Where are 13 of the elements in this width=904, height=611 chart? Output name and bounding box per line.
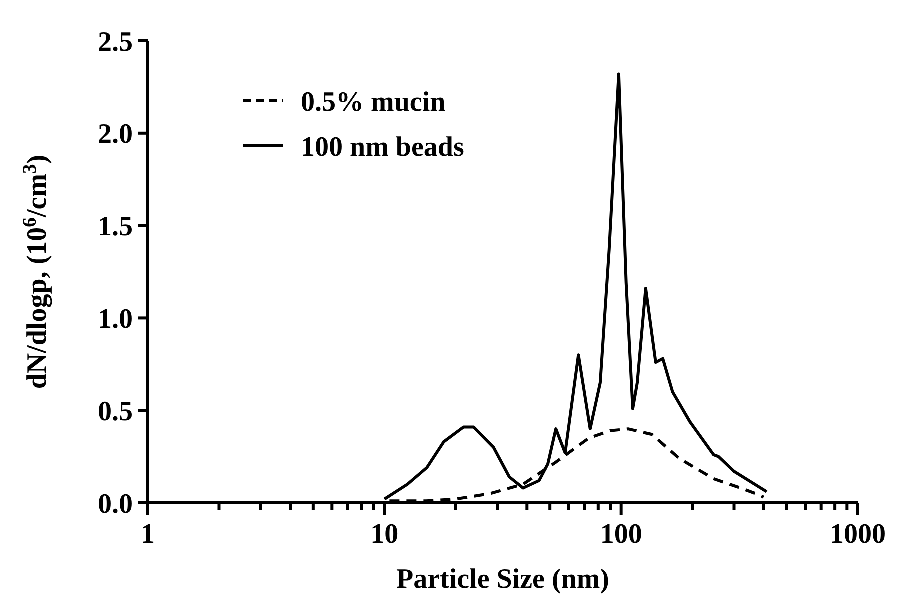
y-tick-label: 1.5 [98,212,133,243]
x-tick-label: 1000 [830,519,886,550]
legend-label: 0.5% mucin [301,86,446,118]
legend-label: 100 nm beads [301,132,464,163]
y-tick-label: 2.0 [98,119,133,150]
x-tick-label: 1 [141,519,155,550]
x-tick-label: 10 [370,519,399,550]
x-tick-label: 100 [600,519,642,550]
x-axis-title: Particle Size (nm) [396,564,610,595]
y-tick-label: 1.0 [98,304,133,335]
y-tick-label: 2.5 [98,26,133,58]
y-tick-label: 0.5 [98,396,133,428]
y-tick-label: 0.0 [98,488,133,520]
